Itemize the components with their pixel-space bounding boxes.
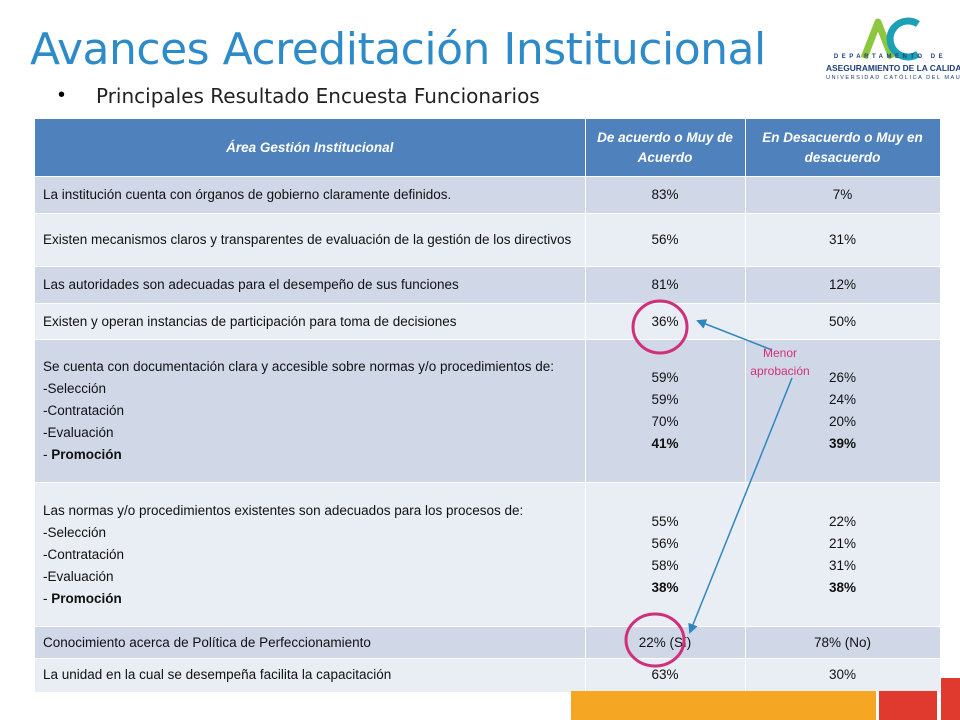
header-agree: De acuerdo o Muy de Acuerdo — [585, 119, 746, 177]
row-question: Existen y operan instancias de participa… — [35, 303, 586, 340]
row-agree: 55% 56% 58% 38% — [585, 482, 746, 627]
list-item-bold: Promoción — [51, 590, 122, 606]
decor-bar-red — [879, 691, 937, 720]
table-row: Existen y operan instancias de participa… — [35, 303, 941, 340]
row-disagree: 50% — [745, 303, 941, 340]
row-question: La institución cuenta con órganos de gob… — [35, 176, 586, 214]
value: 31% — [828, 557, 857, 573]
value: 39% — [828, 436, 857, 451]
list-item: - Promoción — [43, 444, 577, 466]
row-question-text: Las normas y/o procedimientos existentes… — [43, 502, 524, 518]
logo-line3: UNIVERSIDAD CATÓLICA DEL MAULE — [826, 75, 960, 81]
value: 21% — [828, 535, 857, 551]
results-table: Área Gestión Institucional De acuerdo o … — [35, 119, 941, 692]
table-row: Existen mecanismos claros y transparente… — [35, 213, 941, 267]
header-disagree: En Desacuerdo o Muy en desacuerdo — [745, 119, 941, 177]
decor-bar-orange — [571, 691, 876, 720]
row-disagree: 31% — [745, 213, 941, 267]
decor-bar-red-edge — [941, 678, 960, 720]
row-agree: 56% — [585, 213, 746, 267]
row-question: Se cuenta con documentación clara y acce… — [35, 339, 586, 483]
value: 41% — [651, 436, 679, 451]
annotation-label: Menor aprobación — [750, 346, 810, 378]
logo-line2: ASEGURAMIENTO DE LA CALIDAD — [826, 63, 960, 73]
value: 59% — [651, 370, 679, 385]
list-item: -Selección — [43, 381, 107, 396]
row-disagree: 30% — [745, 658, 941, 692]
page-title: Avances Acreditación Institucional — [30, 24, 766, 75]
value: 38% — [828, 579, 857, 595]
list-item-prefix: - — [43, 447, 52, 462]
list-item-prefix: - — [43, 590, 52, 606]
row-agree: 83% — [585, 176, 746, 214]
value: 70% — [651, 414, 679, 429]
value: 22% — [828, 513, 857, 529]
row-question: Existen mecanismos claros y transparente… — [35, 213, 586, 267]
value: 56% — [651, 535, 679, 551]
table-row: La unidad en la cual se desempeña facili… — [35, 658, 941, 692]
value: 26% — [828, 370, 857, 385]
table-row: Se cuenta con documentación clara y acce… — [35, 339, 941, 483]
row-disagree: 12% — [745, 266, 941, 304]
page-subtitle: Principales Resultado Encuesta Funcionar… — [96, 84, 540, 108]
row-disagree: 7% — [745, 176, 941, 214]
logo-text: DEPARTAMENTO DE ASEGURAMIENTO DE LA CALI… — [826, 54, 960, 81]
row-disagree: 78% (No) — [745, 626, 941, 659]
row-agree: 36% — [585, 303, 746, 340]
row-agree: 63% — [585, 658, 746, 692]
row-agree: 81% — [585, 266, 746, 304]
list-item-bold: Promoción — [51, 447, 122, 462]
value: 20% — [828, 414, 857, 429]
list-item: -Contratación — [43, 546, 125, 562]
logo-line1: DEPARTAMENTO DE — [833, 54, 947, 60]
row-question: Las autoridades son adecuadas para el de… — [35, 266, 586, 304]
row-disagree: 22% 21% 31% 38% — [745, 482, 941, 627]
table-row: Las autoridades son adecuadas para el de… — [35, 266, 941, 304]
row-question: La unidad en la cual se desempeña facili… — [35, 658, 586, 692]
row-agree: 22% (Sí) — [585, 626, 746, 659]
list-item: - Promoción — [43, 588, 577, 610]
list-item: -Evaluación — [43, 425, 114, 440]
value: 55% — [651, 513, 679, 529]
list-item: -Evaluación — [43, 568, 114, 584]
table-row: Las normas y/o procedimientos existentes… — [35, 482, 941, 627]
value: 59% — [651, 392, 679, 407]
table-row: La institución cuenta con órganos de gob… — [35, 176, 941, 214]
row-question: Las normas y/o procedimientos existentes… — [35, 482, 586, 627]
list-item: -Selección — [43, 524, 107, 540]
table-row: Conocimiento acerca de Política de Perfe… — [35, 626, 941, 659]
value: 24% — [828, 392, 857, 407]
row-question-text: Se cuenta con documentación clara y acce… — [43, 359, 555, 374]
row-question: Conocimiento acerca de Política de Perfe… — [35, 626, 586, 659]
bullet: • — [58, 84, 66, 106]
header-area: Área Gestión Institucional — [35, 119, 586, 177]
list-item: -Contratación — [43, 403, 125, 418]
ac-logo-icon — [860, 17, 920, 61]
value: 58% — [651, 557, 679, 573]
row-agree: 59% 59% 70% 41% — [585, 339, 746, 483]
table-header-row: Área Gestión Institucional De acuerdo o … — [35, 119, 941, 177]
value: 38% — [651, 579, 679, 595]
